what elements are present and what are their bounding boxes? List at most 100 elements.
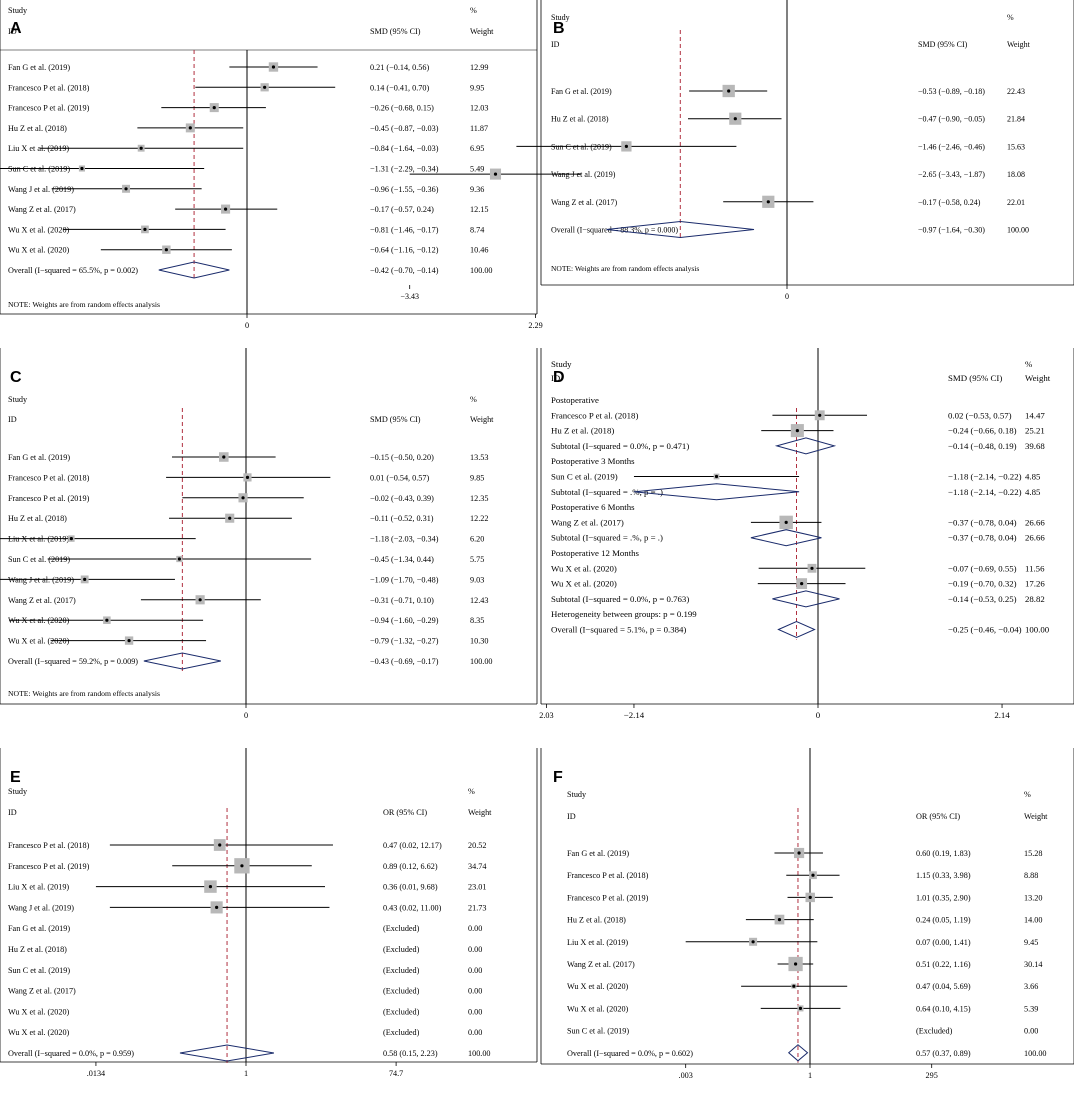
point-estimate: [240, 864, 244, 868]
note-text: NOTE: Weights are from random effects an…: [551, 264, 699, 273]
effect-ci-value: 0.64 (0.10, 4.15): [916, 1004, 971, 1013]
weight-value: 4.85: [1025, 487, 1041, 497]
study-label: Fan G et al. (2019): [8, 63, 70, 72]
axis-tick-label: −2.14: [624, 710, 645, 720]
study-label: Hu Z et al. (2018): [551, 426, 614, 436]
study-label: Fan G et al. (2019): [567, 849, 629, 858]
effect-ci-value: 0.01 (−0.54, 0.57): [370, 473, 429, 482]
pooled-diamond: [158, 261, 230, 279]
header-study: Study: [567, 790, 587, 799]
header-weight: Weight: [470, 27, 494, 36]
pooled-row: Overall (I−squared = 0.0%, p = 0.602) 0.5…: [567, 1044, 1047, 1062]
study-row: Sun C et al. (2019) −1.46 (−2.46, −0.46) 1…: [516, 141, 1025, 152]
point-estimate: [105, 618, 109, 622]
study-label: Hu Z et al. (2018): [551, 115, 609, 124]
study-row: Francesco P et al. (2019) 0.89 (0.12, 6.6…: [8, 858, 486, 874]
header-study: Study: [8, 395, 28, 404]
pooled-diamond: [750, 529, 822, 547]
study-row: Francesco P et al. (2018) 1.15 (0.33, 3.9…: [567, 871, 1038, 880]
study-label: Sun C et al. (2019): [551, 472, 618, 482]
panel-label: B: [553, 20, 565, 37]
weight-value: 39.68: [1025, 441, 1045, 451]
axis-tick-label: 0: [244, 711, 248, 720]
weight-value: 9.45: [1024, 938, 1038, 947]
effect-ci-value: −1.09 (−1.70, −0.48): [370, 575, 439, 584]
panel-label: F: [553, 769, 563, 786]
effect-ci-value: (Excluded): [383, 1007, 420, 1016]
point-estimate: [188, 126, 192, 130]
study-label: Subtotal (I−squared = .%, p = .): [551, 533, 663, 543]
weight-value: 14.47: [1025, 410, 1045, 420]
effect-ci-value: −0.64 (−1.16, −0.12): [370, 246, 439, 255]
header-effect: OR (95% CI): [916, 812, 960, 821]
study-row: Hu Z et al. (2018) −0.45 (−0.87, −0.03) 11…: [8, 123, 488, 133]
study-label: Wu X et al. (2020): [551, 563, 617, 573]
weight-value: 12.15: [470, 205, 488, 214]
forest-panel-f: F Study ID OR (95% CI)% Weight Fan G et al. (…: [540, 748, 1074, 1080]
pooled-diamond: [606, 220, 755, 239]
study-row: Francesco P et al. (2019) −0.02 (−0.43, 0…: [8, 493, 488, 503]
effect-ci-value: −1.18 (−2.14, −0.22): [948, 487, 1022, 497]
effect-ci-value: 1.01 (0.35, 2.90): [916, 893, 971, 902]
study-row: Wu X et al. (2020) −0.07 (−0.69, 0.55) 11.…: [551, 563, 1045, 573]
effect-ci-value: (Excluded): [916, 1027, 953, 1036]
point-estimate: [792, 984, 796, 988]
point-estimate: [212, 106, 216, 110]
study-row: Hu Z et al. (2018) −0.24 (−0.66, 0.18) 25.…: [551, 424, 1045, 438]
effect-ci-value: 0.43 (0.02, 11.00): [383, 903, 442, 912]
subgroup-header: Postoperative 3 Months: [551, 456, 635, 466]
header-id: ID: [567, 812, 576, 821]
axis-tick-label: 1: [244, 1069, 248, 1078]
subgroup-label: Postoperative 12 Months: [551, 548, 640, 558]
effect-ci-value: −0.14 (−0.48, 0.19): [948, 441, 1017, 451]
weight-value: 34.74: [468, 862, 486, 871]
pooled-diamond: [633, 483, 800, 501]
study-row: Francesco P et al. (2019) 1.01 (0.35, 2.9…: [567, 892, 1042, 902]
point-estimate: [223, 207, 228, 211]
study-label: Hu Z et al. (2018): [8, 124, 67, 133]
weight-value: 28.82: [1025, 594, 1045, 604]
weight-value: 9.95: [470, 83, 484, 92]
point-estimate: [808, 895, 812, 900]
study-label: Sun C et al. (2019): [8, 555, 70, 564]
effect-ci-value: −2.65 (−3.43, −1.87): [918, 170, 985, 179]
study-row: Wang Z et al. (2017) (Excluded) 0.00: [8, 987, 482, 996]
point-estimate: [177, 557, 181, 561]
weight-value: 0.00: [468, 1028, 482, 1037]
study-row: Wang J et al. (2019) 0.43 (0.02, 11.00) 21…: [8, 901, 486, 914]
study-label: Wang Z et al. (2017): [551, 517, 624, 527]
effect-ci-value: 0.51 (0.22, 1.16): [916, 960, 971, 969]
effect-ci-value: −0.84 (−1.64, −0.03): [370, 144, 439, 153]
weight-value: 8.35: [470, 616, 484, 625]
study-row: Fan G et al. (2019) 0.21 (−0.14, 0.56) 12.…: [8, 62, 488, 72]
weight-value: 22.43: [1007, 87, 1025, 96]
subgroup-label: Postoperative: [551, 395, 599, 405]
pooled-diamond: [774, 437, 837, 455]
pooled-row: Subtotal (I−squared = .%, p = .) −0.37 (−…: [551, 529, 1045, 547]
study-row: Wang Z et al. (2017) 0.51 (0.22, 1.16) 30.…: [567, 956, 1042, 972]
study-row: Hu Z et al. (2018) 0.24 (0.05, 1.19) 14.00: [567, 914, 1042, 925]
weight-value: 26.66: [1025, 533, 1045, 543]
study-label: Wu X et al. (2020): [8, 246, 70, 255]
point-estimate: [751, 940, 755, 944]
header-weight: Weight: [1025, 373, 1051, 383]
point-estimate: [124, 187, 128, 191]
study-label: Wu X et al. (2020): [567, 1004, 629, 1013]
effect-ci-value: (Excluded): [383, 1028, 420, 1037]
pooled-row: Overall (I−squared = 5.1%, p = 0.384) −0.…: [551, 620, 1050, 639]
point-estimate: [143, 227, 147, 231]
subgroup-header: Heterogeneity between groups: p = 0.199: [551, 609, 697, 619]
weight-value: 10.30: [470, 637, 488, 646]
header-study: Study: [8, 787, 28, 796]
weight-value: 3.66: [1024, 982, 1038, 991]
study-label: Subtotal (I−squared = 0.0%, p = 0.471): [551, 441, 689, 451]
effect-ci-value: −0.96 (−1.55, −0.36): [370, 185, 439, 194]
study-label: Francesco P et al. (2018): [567, 871, 649, 880]
header-id: ID: [8, 808, 17, 817]
header-effect: SMD (95% CI): [370, 415, 421, 424]
point-estimate: [228, 516, 232, 520]
weight-value: 100.00: [470, 657, 493, 666]
effect-ci-value: −0.42 (−0.70, −0.14): [370, 266, 439, 275]
